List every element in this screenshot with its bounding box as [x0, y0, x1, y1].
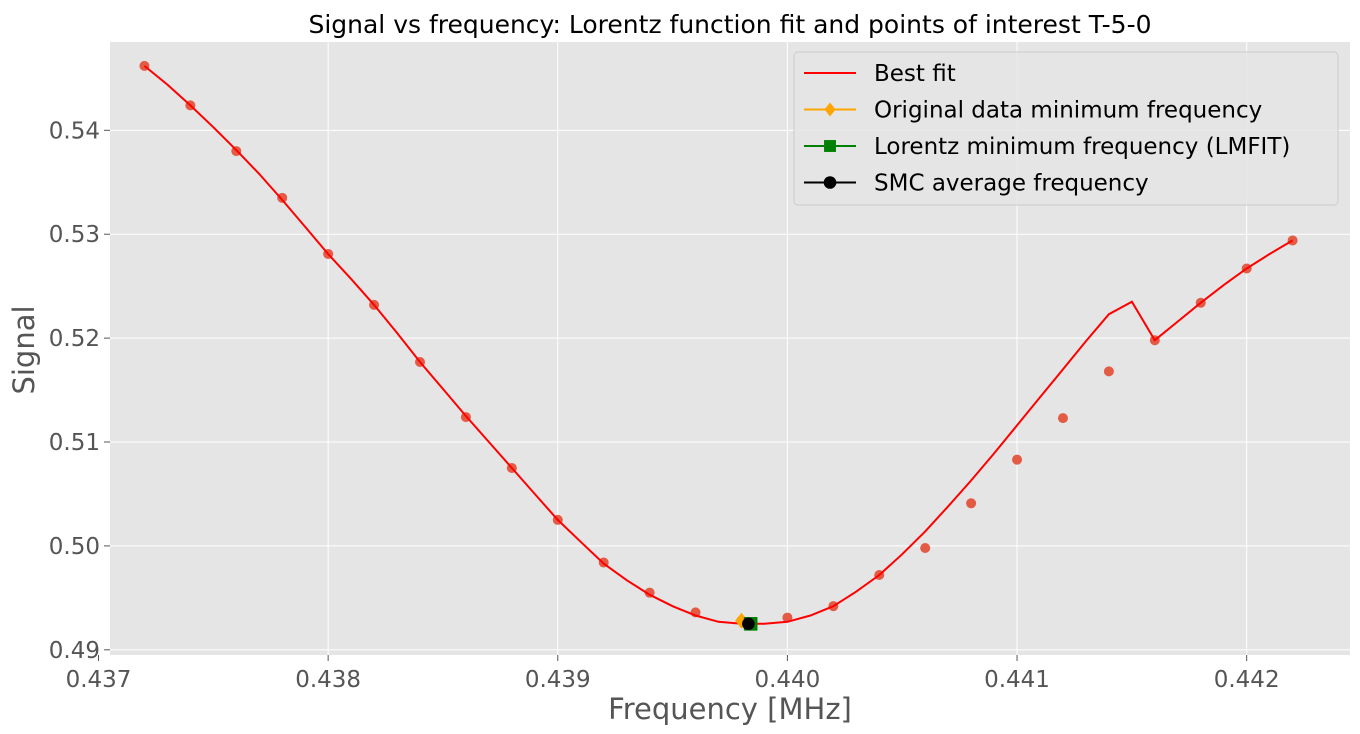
grid	[98, 42, 1350, 655]
legend-box	[793, 51, 1339, 206]
data-point	[1057, 413, 1068, 424]
data-point	[966, 498, 977, 509]
y-tick-label: 0.51	[49, 430, 100, 456]
x-tick-label: 0.437	[66, 667, 132, 693]
legend-marker	[824, 102, 836, 117]
y-tick-label: 0.49	[49, 638, 100, 664]
y-axis-label: Signal	[7, 305, 41, 394]
y-tick-label: 0.53	[49, 222, 100, 248]
x-tick-label: 0.442	[1214, 667, 1280, 693]
x-tick-label: 0.440	[754, 667, 820, 693]
x-axis-label: Frequency [MHz]	[608, 692, 852, 726]
x-axis-ticks: 0.437 0.438 0.439 0.440 0.441 0.442	[66, 655, 1280, 693]
x-tick-label: 0.438	[295, 667, 361, 693]
y-tick-label: 0.52	[49, 326, 100, 352]
data-point	[1012, 454, 1023, 465]
legend-label: Original data minimum frequency	[874, 98, 1262, 124]
legend: Best fit Original data minimum frequency L…	[793, 51, 1339, 206]
smc-average-marker	[742, 617, 755, 631]
legend-label: Best fit	[874, 61, 956, 87]
data-point	[1103, 366, 1114, 377]
y-axis-ticks: 0.49 0.50 0.51 0.52 0.53 0.54	[49, 118, 110, 664]
x-tick-label: 0.439	[525, 667, 591, 693]
plot-series	[139, 60, 1298, 631]
legend-marker	[824, 140, 836, 152]
data-point	[277, 192, 288, 203]
legend-label: SMC average frequency	[874, 171, 1149, 197]
y-tick-label: 0.50	[49, 534, 100, 560]
legend-label: Lorentz minimum frequency (LMFIT)	[874, 134, 1290, 160]
chart-title: Signal vs frequency: Lorentz function fi…	[308, 10, 1151, 39]
legend-marker	[823, 176, 837, 189]
x-tick-label: 0.441	[984, 667, 1050, 693]
best-fit-line	[143, 65, 1294, 625]
data-point	[920, 542, 931, 553]
y-tick-label: 0.54	[49, 118, 100, 144]
